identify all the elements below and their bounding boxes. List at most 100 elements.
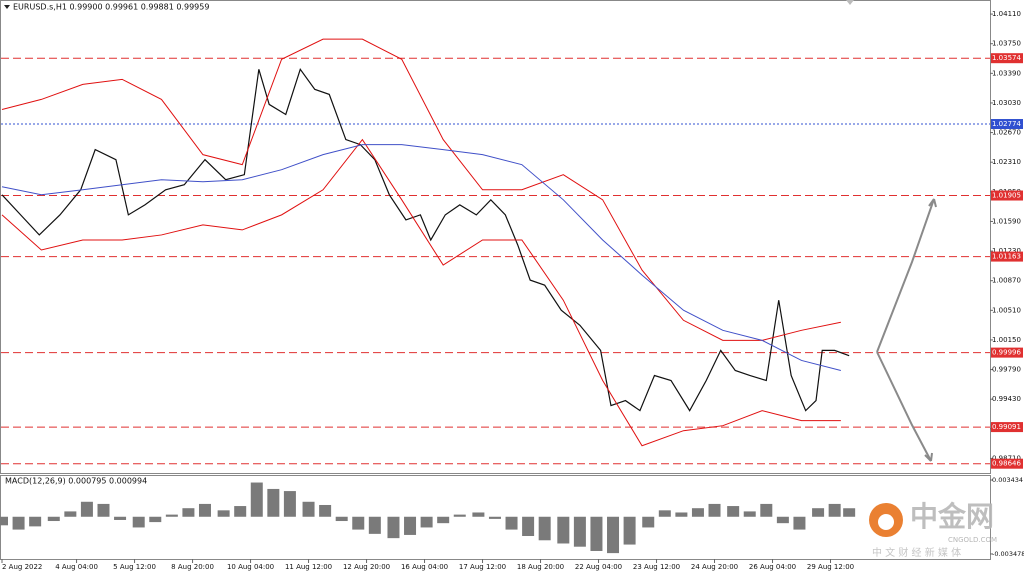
macd-bar	[97, 503, 110, 517]
x-tick-label: 2 Aug 2022	[2, 563, 42, 571]
macd-bar	[302, 501, 315, 517]
level-label-box	[991, 190, 1023, 201]
x-tick-label: 8 Aug 20:00	[171, 563, 214, 571]
x-tick-label: 5 Aug 12:00	[113, 563, 156, 571]
level-label: 1.02774	[992, 120, 1021, 128]
x-tick-label: 23 Aug 12:00	[633, 563, 680, 571]
series-line	[1, 144, 841, 371]
macd-bar	[727, 506, 740, 517]
macd-bar	[132, 516, 145, 528]
macd-bar	[453, 514, 466, 517]
level-label-box	[991, 251, 1023, 262]
y-tick-label: 1.00510	[992, 306, 1021, 314]
down-arrow-head	[924, 452, 933, 462]
y-tick-label: 1.04110	[992, 10, 1021, 18]
macd-bar	[573, 516, 586, 547]
macd-bar	[404, 516, 417, 535]
x-tick-label: 17 Aug 12:00	[459, 563, 506, 571]
macd-bar	[538, 516, 551, 541]
level-label: 1.01905	[992, 192, 1021, 200]
macd-y-tick-label: -0.003478	[992, 550, 1024, 558]
up-arrow-head	[928, 198, 937, 208]
level-label: 0.99996	[992, 349, 1021, 357]
macd-bar	[522, 516, 535, 537]
y-tick-label: 1.00150	[992, 336, 1021, 344]
macd-bar	[12, 516, 25, 530]
x-tick-label: 4 Aug 04:00	[55, 563, 98, 571]
macd-bar	[760, 503, 773, 517]
macd-bar	[557, 516, 570, 544]
macd-bar	[642, 516, 655, 528]
y-tick-label: 1.03390	[992, 69, 1021, 77]
watermark-site: CNGOLD.COM	[948, 536, 997, 544]
y-tick-label: 1.02670	[992, 129, 1021, 137]
macd-bar	[505, 516, 518, 530]
level-label-box	[991, 458, 1023, 469]
macd-bar	[149, 516, 162, 523]
x-tick-label: 16 Aug 04:00	[401, 563, 448, 571]
projection-arrows	[876, 198, 937, 462]
macd-bar	[64, 511, 77, 517]
macd-bar	[335, 516, 348, 522]
macd-bar	[283, 491, 296, 517]
macd-bar	[623, 516, 636, 545]
menu-triangle[interactable]	[4, 5, 10, 9]
level-label: 1.01163	[992, 253, 1021, 261]
macd-bar	[437, 516, 450, 524]
watermark-name: 中金网	[910, 500, 994, 533]
macd-y-tick-label: 0.003434	[992, 476, 1023, 484]
x-tick-label: 11 Aug 12:00	[285, 563, 332, 571]
level-label: 0.99091	[992, 423, 1021, 431]
logo-inner	[878, 514, 894, 530]
macd-bar	[793, 516, 806, 530]
macd-bar	[812, 508, 825, 517]
level-label-box	[991, 119, 1023, 130]
main-title: EURUSD.s,H1 0.99900 0.99961 0.99881 0.99…	[13, 3, 209, 12]
macd-bar	[658, 510, 671, 517]
level-label-box	[991, 422, 1023, 433]
x-tick-label: 18 Aug 20:00	[517, 563, 564, 571]
level-label-box	[991, 347, 1023, 358]
x-tick-label: 22 Aug 04:00	[575, 563, 622, 571]
macd-bar	[828, 503, 841, 517]
macd-bar	[319, 504, 332, 517]
watermark: 中金网 CNGOLD.COM 中 文 财 经 新 媒 体	[869, 500, 997, 559]
x-tick-label: 10 Aug 04:00	[227, 563, 274, 571]
macd-bar	[80, 501, 93, 517]
macd-bar	[368, 516, 381, 534]
macd-bar	[114, 516, 127, 520]
macd-bar	[675, 512, 688, 517]
main-panel-frame	[0, 0, 991, 474]
y-tick-label: 1.01230	[992, 247, 1021, 255]
macd-bar	[472, 512, 485, 517]
y-tick-label: 1.00870	[992, 277, 1021, 285]
series-line	[1, 67, 850, 412]
macd-bar	[843, 508, 856, 517]
x-tick-label: 12 Aug 20:00	[343, 563, 390, 571]
x-tick-label: 24 Aug 20:00	[691, 563, 738, 571]
macd-bar	[165, 514, 178, 517]
macd-bar	[217, 510, 230, 517]
macd-bar	[267, 488, 280, 517]
macd-bar	[47, 516, 60, 522]
y-tick-label: 0.98710	[992, 454, 1021, 462]
macd-bar	[743, 511, 756, 517]
y-tick-label: 1.01590	[992, 217, 1021, 225]
level-label: 1.03574	[992, 54, 1021, 62]
macd-bar	[387, 516, 400, 539]
macd-bar	[0, 516, 8, 526]
level-label: 0.98646	[992, 460, 1021, 468]
y-tick-label: 0.99790	[992, 366, 1021, 374]
watermark-slogan: 中 文 财 经 新 媒 体	[872, 546, 961, 559]
x-tick-label: 29 Aug 12:00	[807, 563, 854, 571]
series-line	[1, 138, 841, 447]
up-arrow	[876, 198, 935, 353]
x-tick-label: 26 Aug 04:00	[749, 563, 796, 571]
macd-bar	[708, 503, 721, 517]
y-tick-label: 1.02310	[992, 158, 1021, 166]
macd-bar	[776, 516, 789, 524]
macd-bar	[420, 516, 433, 528]
macd-bar	[198, 503, 211, 517]
